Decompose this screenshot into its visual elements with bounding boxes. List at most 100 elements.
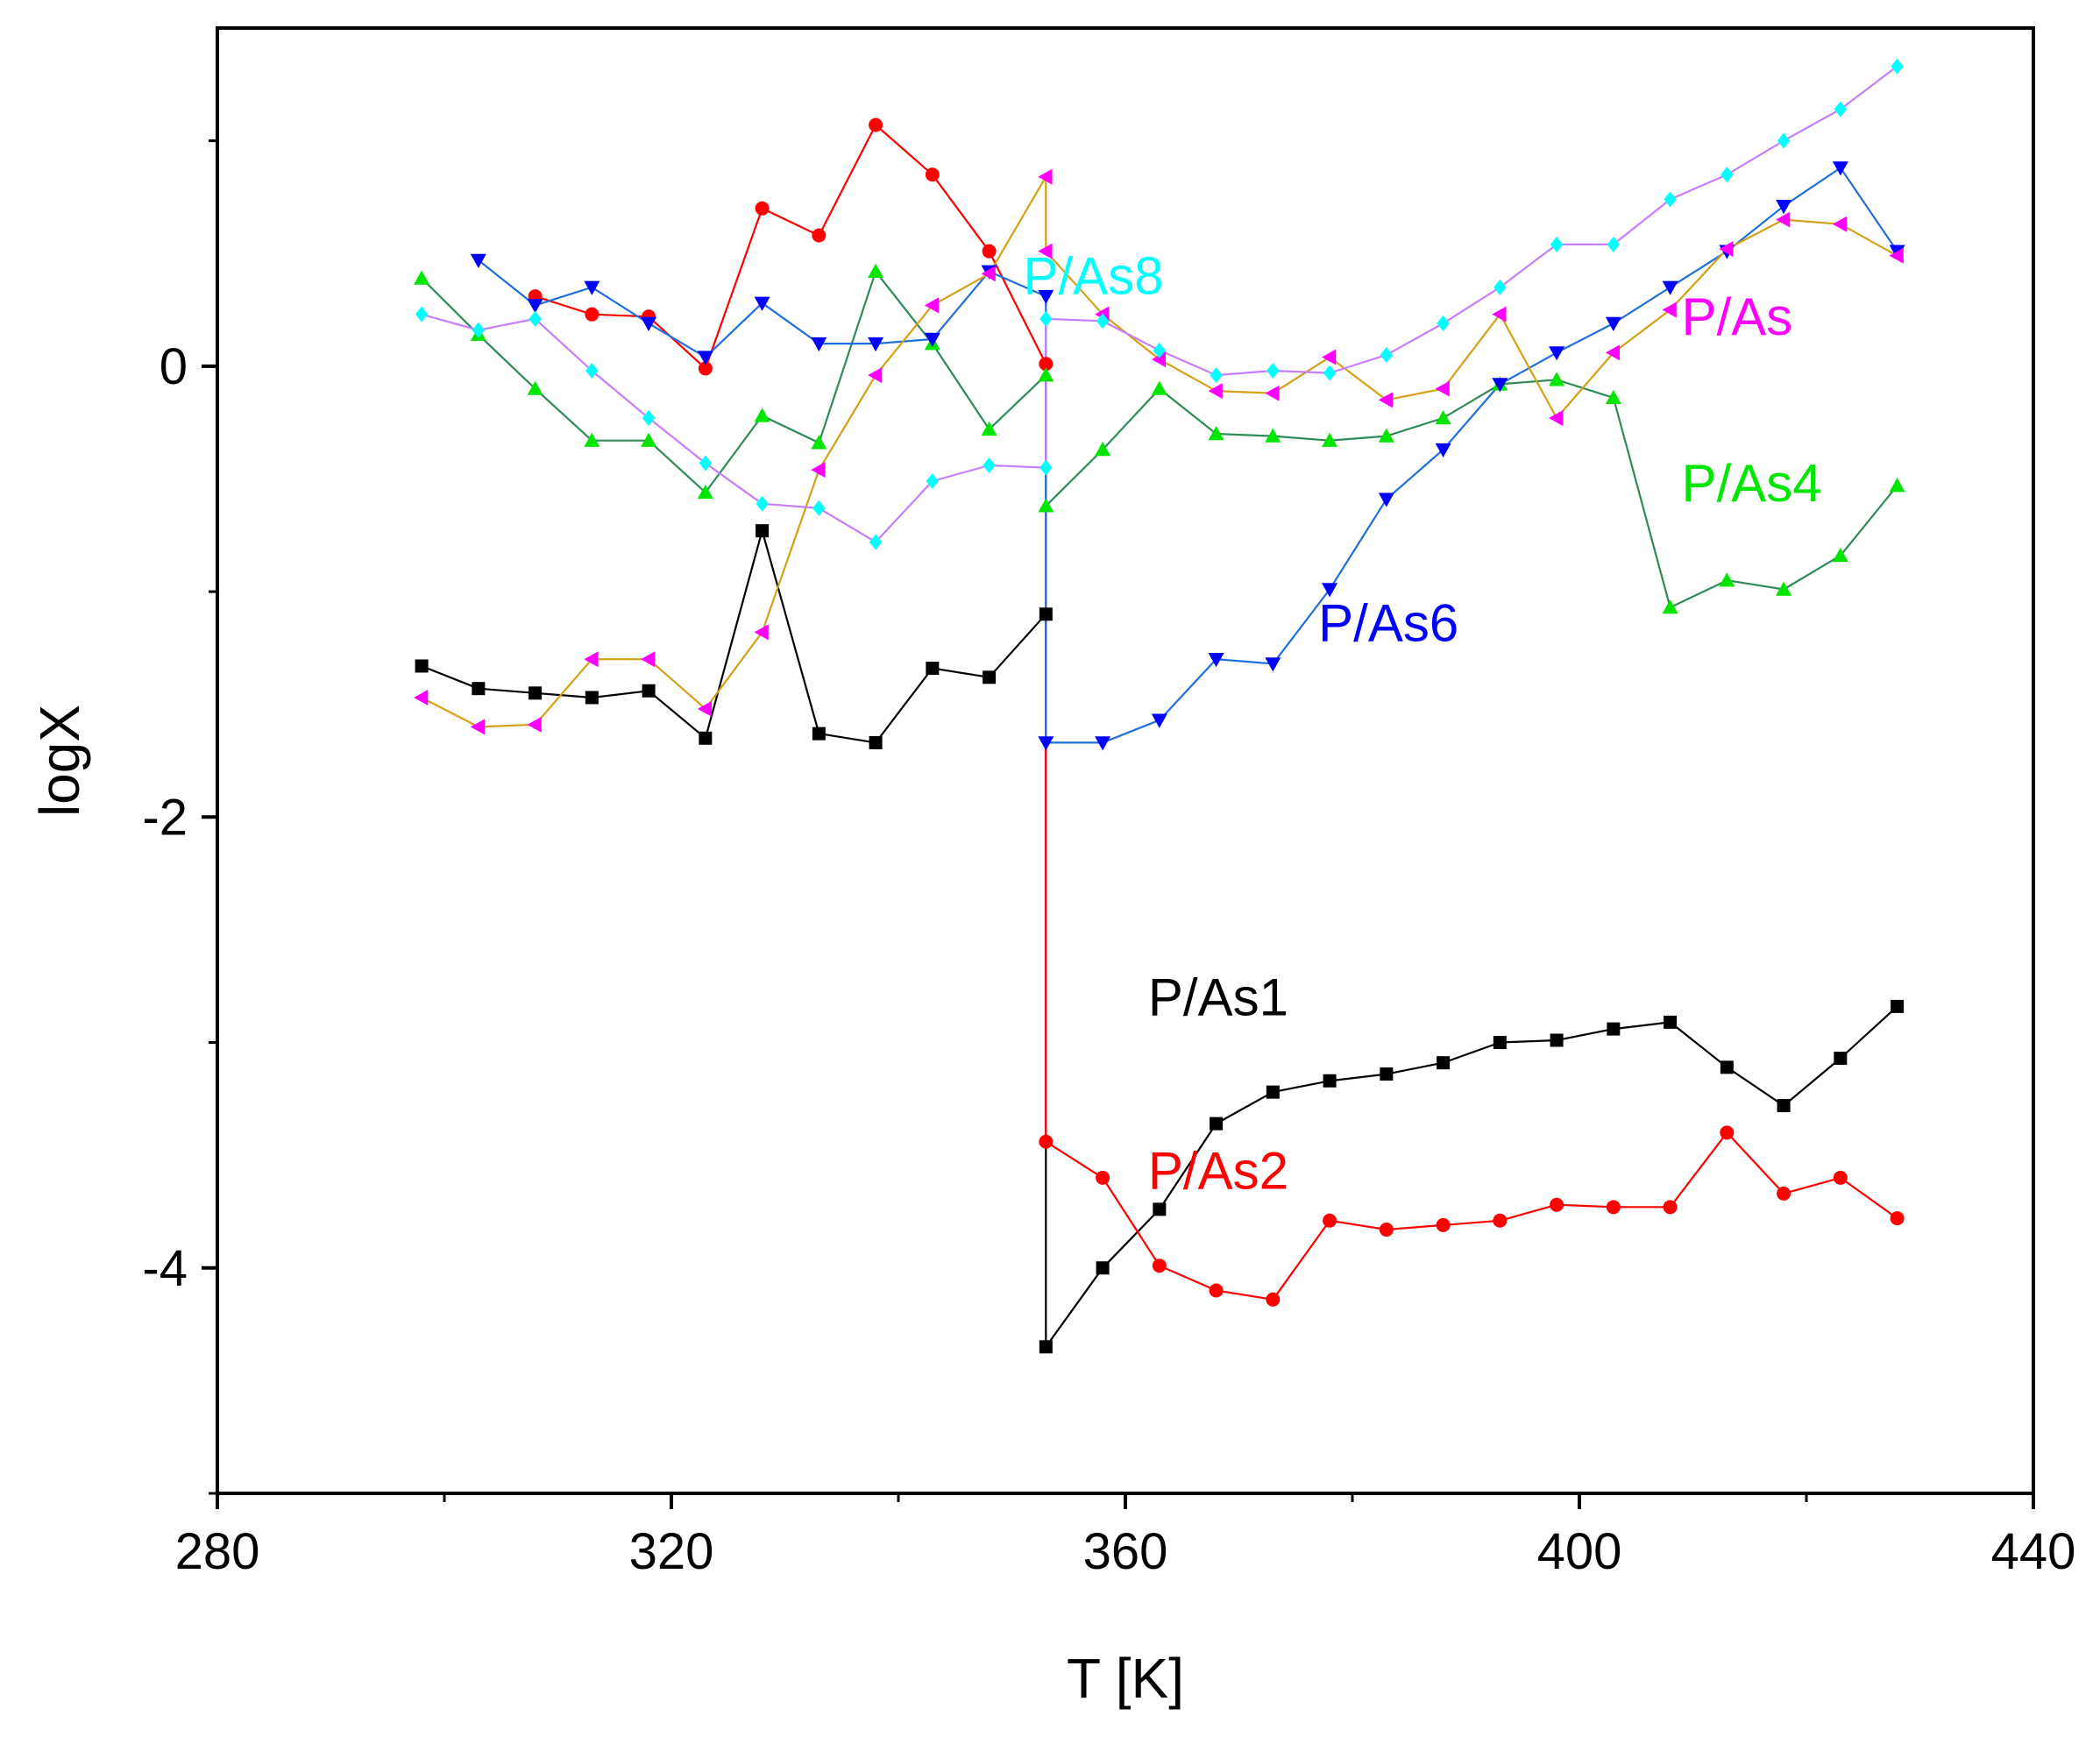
data-point [585,308,599,322]
x-tick-label: 400 [1537,1523,1622,1580]
data-point [529,686,542,699]
data-point [983,670,996,684]
data-point [756,202,770,216]
series-line-2 [422,272,1898,607]
data-point [1039,1135,1053,1149]
data-point [1323,365,1336,381]
x-tick-label: 360 [1083,1523,1168,1580]
data-point [1833,161,1848,175]
data-point [1210,367,1222,383]
data-point [869,736,883,749]
data-point [1720,1125,1734,1139]
data-point [585,363,598,379]
data-point [1664,191,1676,207]
data-point [1890,478,1905,492]
data-point [1096,1171,1110,1185]
data-point [983,245,997,259]
y-tick-label: -4 [142,1240,188,1297]
data-point [1891,1211,1905,1225]
data-point [1606,317,1621,331]
data-point [1834,1052,1847,1065]
series-label: P/As4 [1682,454,1822,513]
data-point [641,317,656,331]
axes: 280 320 360 400 440 0 -2 -4 [142,141,2075,1580]
data-point [1265,657,1281,671]
y-tick-label: -2 [142,789,188,846]
data-point [1550,237,1563,252]
data-point [1720,1060,1734,1074]
data-point [1436,381,1450,397]
data-point [1777,1099,1791,1112]
data-point [1096,1261,1110,1274]
data-point [1322,350,1336,365]
data-point [1265,386,1279,401]
line-chart: 280 320 360 400 4400-2-4 P/As1P/As2P/As4P/As… [0,0,2100,1744]
series-label: P/As2 [1148,1142,1288,1201]
data-point [1607,1200,1621,1214]
data-point [756,524,769,537]
data-point [1152,713,1167,727]
y-tick-label: 0 [160,338,188,395]
data-point [1039,1340,1053,1353]
data-point [1210,1117,1223,1131]
data-point [812,229,826,243]
series-line-0 [422,531,1898,1347]
data-point [1834,1171,1848,1185]
x-tick-label: 320 [629,1523,714,1580]
data-point [1152,381,1167,395]
data-point [414,690,428,705]
data-point [755,408,770,422]
data-point [1776,200,1791,214]
data-point [869,118,883,132]
data-point [1777,133,1790,149]
data-point [1607,237,1620,252]
data-point [926,662,939,675]
data-point [1493,1214,1507,1228]
data-point [1153,1258,1167,1273]
data-point [983,457,995,473]
data-point [812,500,825,516]
data-point [471,254,486,268]
data-point [1776,212,1790,228]
data-point [1833,216,1847,232]
data-point [1664,1016,1677,1029]
data-point [1039,311,1052,327]
data-point [1437,315,1449,331]
data-point [1266,1086,1280,1099]
data-point [926,167,940,181]
data-point [868,264,883,278]
data-point [699,732,712,745]
data-point [1209,426,1224,440]
data-point [1493,280,1506,295]
data-point [471,719,485,734]
data-point [415,659,429,672]
data-point [472,682,485,695]
data-point [1834,102,1847,117]
data-point [1719,572,1735,586]
data-point [642,410,655,426]
series-label: P/As8 [1023,247,1163,306]
data-point [1550,1198,1564,1212]
data-point [699,455,712,471]
data-point [1380,1067,1393,1081]
data-point [528,717,542,733]
data-point [1379,493,1394,507]
data-point [642,684,656,698]
series-label: P/As [1682,287,1793,346]
data-point [1492,307,1506,323]
x-tick-label: 280 [175,1523,260,1580]
data-point [1266,363,1279,379]
data-point [1437,1056,1450,1069]
data-point [1153,1202,1166,1216]
data-point [1891,1000,1904,1013]
data-point [1549,410,1563,426]
x-axis-title: T [K] [1067,1647,1184,1710]
data-point [1380,347,1393,363]
data-point [755,624,769,640]
data-point [1209,383,1223,399]
data-point [1550,1033,1564,1046]
x-tick-label: 440 [1991,1523,2076,1580]
series-labels: P/As1 P/As2 P/As4 P/As6 P/As P/As8 [1023,247,1821,1201]
data-point [1437,1218,1451,1232]
data-point [1039,607,1053,620]
